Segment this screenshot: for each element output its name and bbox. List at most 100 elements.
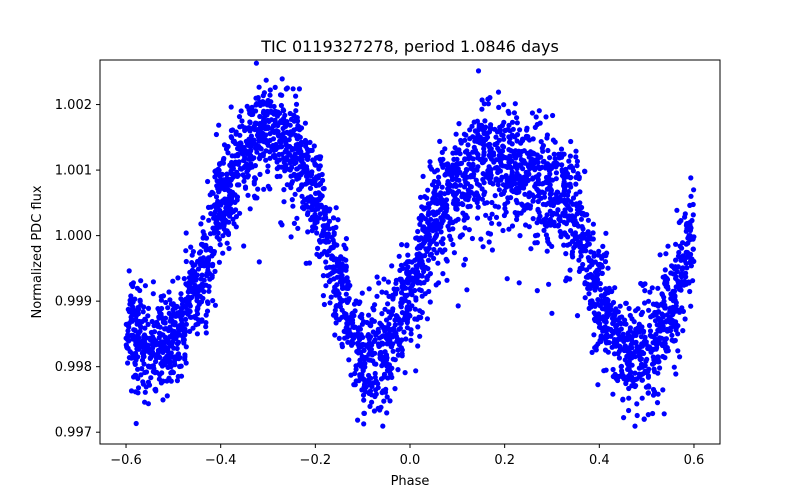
data-point bbox=[367, 322, 373, 328]
data-point bbox=[187, 328, 193, 334]
data-point bbox=[339, 314, 345, 320]
data-point bbox=[563, 251, 569, 257]
data-point bbox=[242, 163, 248, 169]
data-point bbox=[346, 357, 352, 363]
data-point bbox=[509, 223, 516, 229]
data-point bbox=[399, 310, 405, 316]
data-point bbox=[419, 309, 425, 316]
data-point bbox=[279, 164, 285, 170]
data-point bbox=[450, 165, 456, 171]
data-point bbox=[331, 230, 337, 236]
data-point bbox=[502, 205, 508, 212]
data-point bbox=[311, 200, 318, 206]
data-point bbox=[495, 145, 501, 151]
data-point bbox=[288, 181, 295, 187]
data-point bbox=[636, 321, 642, 327]
data-point bbox=[404, 320, 410, 326]
data-point bbox=[328, 294, 334, 300]
data-point bbox=[153, 388, 159, 394]
data-point bbox=[329, 253, 335, 259]
data-point bbox=[415, 228, 421, 235]
data-point bbox=[489, 199, 495, 206]
data-point bbox=[293, 115, 300, 121]
data-point bbox=[445, 186, 451, 192]
data-point bbox=[360, 334, 366, 340]
data-point bbox=[673, 241, 679, 247]
data-point bbox=[475, 155, 481, 161]
data-point bbox=[421, 240, 427, 246]
data-point bbox=[638, 311, 644, 318]
data-point bbox=[621, 415, 627, 421]
data-point bbox=[526, 154, 532, 160]
data-point bbox=[447, 216, 453, 222]
data-point bbox=[291, 160, 297, 167]
data-point bbox=[287, 143, 293, 150]
data-point bbox=[381, 398, 387, 404]
data-point bbox=[289, 197, 295, 203]
data-point bbox=[301, 139, 307, 145]
data-point bbox=[498, 191, 504, 197]
data-point bbox=[516, 148, 522, 154]
data-point bbox=[534, 121, 540, 128]
data-point bbox=[432, 169, 438, 175]
data-point bbox=[142, 325, 148, 331]
data-point bbox=[130, 299, 136, 305]
data-point bbox=[229, 135, 235, 141]
data-point bbox=[327, 264, 333, 270]
data-point bbox=[171, 333, 177, 339]
data-point bbox=[690, 236, 696, 242]
data-point bbox=[276, 157, 283, 163]
data-point bbox=[626, 407, 632, 414]
data-point bbox=[513, 186, 519, 192]
data-point bbox=[657, 365, 663, 371]
data-point bbox=[137, 328, 143, 334]
data-point bbox=[320, 273, 326, 279]
data-point bbox=[359, 321, 365, 327]
data-point bbox=[427, 241, 433, 247]
data-point bbox=[389, 344, 395, 350]
data-point bbox=[609, 288, 615, 295]
data-point bbox=[239, 150, 245, 156]
data-point bbox=[381, 325, 387, 331]
data-point bbox=[553, 170, 560, 176]
data-point bbox=[639, 377, 646, 383]
data-point bbox=[661, 298, 667, 304]
data-point bbox=[341, 242, 347, 248]
data-point bbox=[620, 331, 626, 337]
data-point bbox=[377, 320, 383, 326]
data-point bbox=[466, 189, 472, 195]
data-point bbox=[661, 411, 667, 417]
data-point bbox=[408, 276, 414, 282]
data-point bbox=[404, 325, 410, 331]
data-point bbox=[184, 300, 190, 306]
data-point bbox=[277, 92, 284, 98]
data-point bbox=[555, 207, 561, 213]
data-point bbox=[366, 351, 372, 357]
data-point bbox=[136, 306, 142, 312]
data-point bbox=[215, 198, 221, 204]
data-point bbox=[485, 230, 491, 236]
data-point bbox=[595, 301, 601, 307]
data-point bbox=[287, 122, 293, 128]
data-point bbox=[442, 247, 448, 253]
data-point bbox=[380, 423, 386, 429]
data-point bbox=[672, 306, 678, 312]
data-point bbox=[588, 271, 594, 278]
data-point bbox=[426, 288, 432, 295]
data-point bbox=[309, 228, 315, 234]
data-point bbox=[544, 132, 551, 138]
data-point bbox=[354, 348, 360, 355]
data-point bbox=[209, 263, 216, 269]
data-point bbox=[504, 178, 510, 184]
data-point bbox=[217, 242, 223, 248]
data-point bbox=[452, 145, 458, 151]
data-point bbox=[413, 270, 419, 277]
data-point bbox=[384, 410, 390, 416]
data-point bbox=[283, 86, 289, 92]
data-point bbox=[602, 286, 609, 292]
data-point bbox=[475, 68, 482, 74]
data-point bbox=[170, 278, 176, 284]
data-point bbox=[586, 241, 592, 247]
data-point bbox=[676, 219, 682, 226]
data-point bbox=[193, 288, 199, 294]
